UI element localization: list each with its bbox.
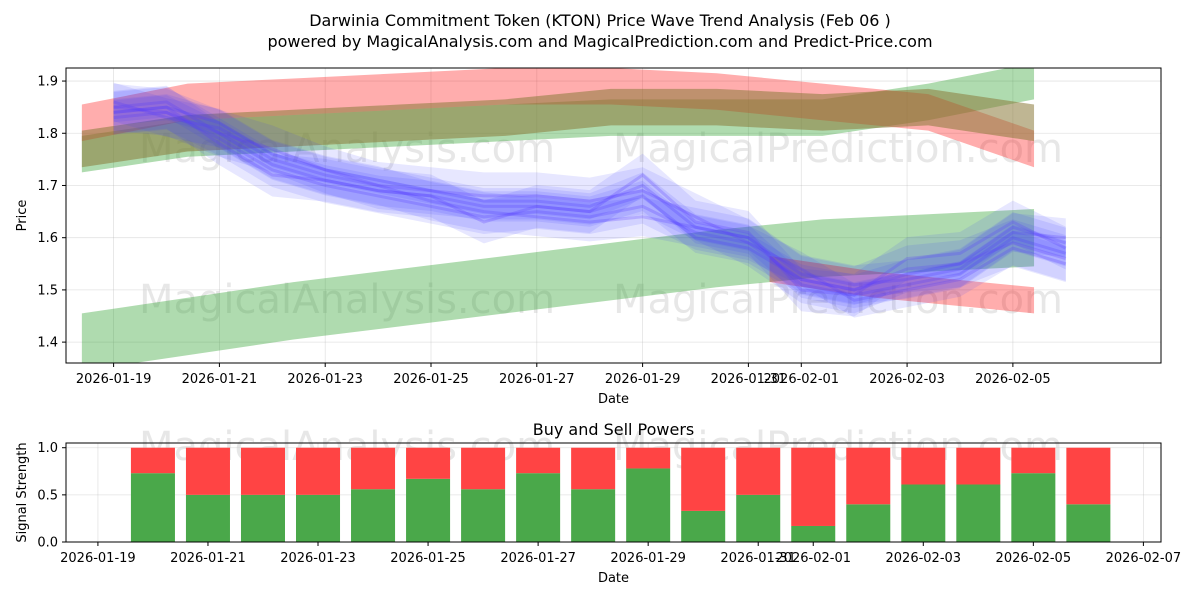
buy-bar <box>240 494 285 542</box>
wave-line-wave-1 <box>113 105 1067 297</box>
signal-ytick-label: 0.0 <box>37 536 58 551</box>
price-xtick-label: 2026-01-31 <box>711 372 787 387</box>
wave-line-wave-6 <box>113 105 1067 292</box>
price-ytick-label: 1.9 <box>37 75 58 90</box>
signal-axes-frame <box>65 442 1162 543</box>
signal-ytick-label: 1.0 <box>37 441 58 456</box>
buy-bar <box>185 494 230 542</box>
price-ytick-label: 1.4 <box>37 336 58 351</box>
signal-ylabel: Signal Strength <box>15 442 30 542</box>
signal-xtick-label: 2026-01-23 <box>280 551 356 566</box>
sell-bar <box>351 447 396 490</box>
price-xtick-label: 2026-02-01 <box>764 372 840 387</box>
signal-title: Buy and Sell Powers <box>533 420 695 439</box>
price-xtick-label: 2026-01-25 <box>393 372 469 387</box>
wave-line-wave-5 <box>113 105 1067 297</box>
buy-bar <box>736 494 781 542</box>
buy-bar <box>681 510 726 542</box>
buy-bar <box>571 489 616 542</box>
chart-subtitle: powered by MagicalAnalysis.com and Magic… <box>267 32 932 51</box>
price-xtick-label: 2026-01-21 <box>182 372 258 387</box>
sell-bar <box>516 447 561 474</box>
wave-band-wave-1 <box>113 94 1066 309</box>
price-ytick-label: 1.6 <box>37 231 58 246</box>
sell-bar <box>130 447 175 474</box>
sell-bar <box>1066 447 1111 505</box>
sell-bar <box>1011 447 1056 474</box>
buy-bar <box>461 489 506 542</box>
buy-bar <box>516 473 561 542</box>
signal-xtick-label: 2026-02-05 <box>996 551 1072 566</box>
price-ytick-label: 1.7 <box>37 179 58 194</box>
signal-xtick-label: 2026-01-29 <box>610 551 686 566</box>
signal-xtick-label: 2026-02-01 <box>775 551 851 566</box>
sell-bar <box>681 447 726 511</box>
buy-bar <box>296 494 341 542</box>
price-xtick-label: 2026-01-23 <box>287 372 363 387</box>
signal-xtick-label: 2026-02-03 <box>886 551 962 566</box>
sell-bar <box>736 447 781 495</box>
band-red-lower-tail <box>769 255 1035 314</box>
sell-bar <box>846 447 891 505</box>
sell-bar <box>406 447 451 479</box>
price-xtick-label: 2026-01-27 <box>499 372 575 387</box>
price-ytick-label: 1.5 <box>37 283 58 298</box>
price-axes-frame <box>65 67 1162 364</box>
watermark-analysis: MagicalAnalysis.com <box>139 277 555 323</box>
buy-bar <box>901 484 946 542</box>
sell-bar <box>240 447 285 495</box>
buy-bar <box>956 484 1001 542</box>
buy-bar <box>130 473 175 542</box>
signal-xtick-label: 2026-01-31 <box>720 551 796 566</box>
buy-bar <box>351 489 396 542</box>
signal-xlabel: Date <box>598 571 629 586</box>
signal-ytick-label: 0.5 <box>37 488 58 503</box>
buy-bar <box>846 504 891 542</box>
buy-bar <box>1011 473 1056 542</box>
price-ytick-label: 1.8 <box>37 127 58 142</box>
price-xtick-label: 2026-02-05 <box>975 372 1051 387</box>
buy-bar <box>626 468 671 542</box>
buy-bar <box>406 478 451 542</box>
price-ylabel: Price <box>15 200 30 232</box>
signal-xtick-label: 2026-01-21 <box>170 551 246 566</box>
buy-bar <box>1066 504 1111 542</box>
price-xtick-label: 2026-01-29 <box>605 372 681 387</box>
signal-xtick-label: 2026-02-07 <box>1106 551 1182 566</box>
price-series-group <box>81 68 1067 363</box>
sell-bar <box>461 447 506 490</box>
signal-xtick-label: 2026-01-19 <box>60 551 136 566</box>
buy-bar <box>791 525 836 542</box>
sell-bar <box>571 447 616 490</box>
signal-panel: MagicalAnalysis.com MagicalPrediction.com… <box>15 420 1181 586</box>
signal-xtick-label: 2026-01-25 <box>390 551 466 566</box>
sell-bar <box>296 447 341 495</box>
sell-bar <box>901 447 946 485</box>
band-olive-band <box>81 88 1035 168</box>
signal-xtick-label: 2026-01-27 <box>500 551 576 566</box>
price-xtick-label: 2026-01-19 <box>76 372 152 387</box>
wave-line-wave-3 <box>113 110 1067 302</box>
wave-line-wave-2 <box>113 100 1067 292</box>
sell-bar <box>626 447 671 469</box>
price-panel: MagicalAnalysis.com MagicalPrediction.com… <box>15 67 1162 407</box>
sell-bar <box>791 447 836 526</box>
wave-line-wave-4 <box>113 100 1066 287</box>
wave-band-wave-6 <box>113 83 1066 314</box>
band-green-lower-channel <box>81 208 1035 363</box>
sell-bar <box>956 447 1001 485</box>
wave-band-wave-5 <box>113 85 1066 317</box>
watermark-prediction: MagicalPrediction.com <box>613 277 1063 323</box>
chart-title: Darwinia Commitment Token (KTON) Price W… <box>309 11 891 30</box>
price-xtick-label: 2026-02-03 <box>869 372 945 387</box>
price-xlabel: Date <box>598 392 629 407</box>
wave-band-wave-3 <box>113 95 1066 318</box>
sell-bar <box>185 447 230 495</box>
